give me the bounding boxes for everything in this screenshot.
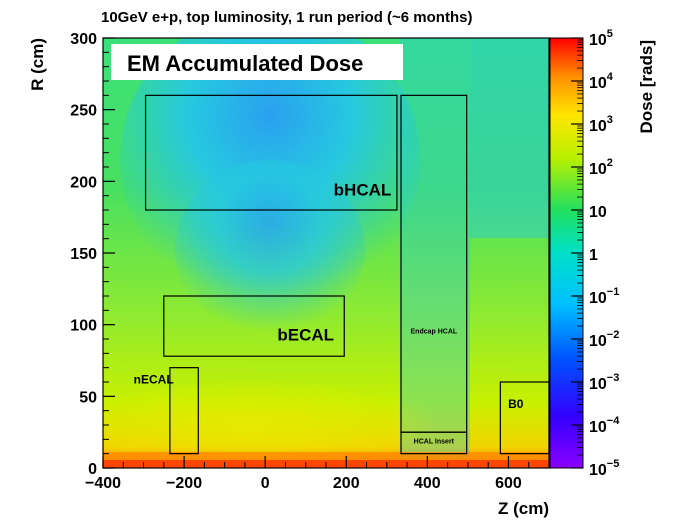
x-tick-label-4: 400 [414, 475, 441, 492]
y-tick-label-3: 150 [70, 246, 97, 263]
y-tick-label-4: 200 [70, 174, 97, 191]
color-tick-label-10: 10−5 [589, 458, 619, 479]
region-box-0 [144, 94, 398, 211]
y-tick-label-2: 100 [70, 318, 97, 335]
color-tick-label-8: 10−3 [589, 372, 619, 393]
region-label-4: HCAL Insert [414, 439, 455, 446]
x-tick-label-1: −200 [166, 475, 202, 492]
color-tick-label-4: 10 [589, 204, 607, 221]
color-tick-label-3: 102 [589, 157, 613, 178]
region-label-0: bHCAL [334, 181, 392, 200]
region-label-1: bECAL [277, 325, 334, 344]
color-bar-label: Dose [rads] [637, 40, 656, 134]
x-tick-label-5: 600 [495, 475, 522, 492]
region-label-3: Endcap HCAL [411, 328, 458, 335]
color-tick-label-5: 1 [589, 247, 598, 264]
color-tick-label-9: 10−4 [589, 415, 620, 436]
region-label-2: nECAL [134, 372, 174, 386]
region-box-4 [400, 431, 468, 455]
region-box-1 [163, 295, 345, 357]
color-tick-label-2: 103 [589, 114, 613, 135]
x-tick-label-0: −400 [85, 475, 121, 492]
annotation-box: EM Accumulated Dose [111, 44, 403, 80]
x-axis: −400 −200 0 200 400 600 [85, 456, 530, 492]
detector-regions: bHCAL bECAL nECAL Endcap HCAL HCAL Insert B0 [134, 94, 550, 455]
y-tick-label-5: 250 [70, 103, 97, 120]
y-axis: 0 50 100 150 200 250 300 [70, 31, 115, 478]
region-box-2 [169, 367, 199, 455]
heatmap-field [103, 38, 549, 468]
y-tick-label-1: 50 [79, 389, 97, 406]
x-tick-label-3: 200 [333, 475, 360, 492]
y-tick-label-0: 0 [88, 461, 97, 478]
color-tick-label-6: 10−1 [589, 286, 619, 307]
annotation-text: EM Accumulated Dose [127, 51, 363, 76]
color-tick-label-7: 10−2 [589, 329, 619, 350]
color-tick-label-1: 104 [589, 71, 614, 92]
region-label-5: B0 [508, 397, 524, 411]
color-tick-label-0: 105 [589, 28, 613, 49]
plot-title: 10GeV e+p, top luminosity, 1 run period … [101, 9, 472, 26]
y-tick-label-6: 300 [70, 31, 97, 48]
y-axis-label: R (cm) [28, 38, 47, 91]
x-tick-label-2: 0 [261, 475, 270, 492]
x-axis-label: Z (cm) [498, 499, 549, 518]
